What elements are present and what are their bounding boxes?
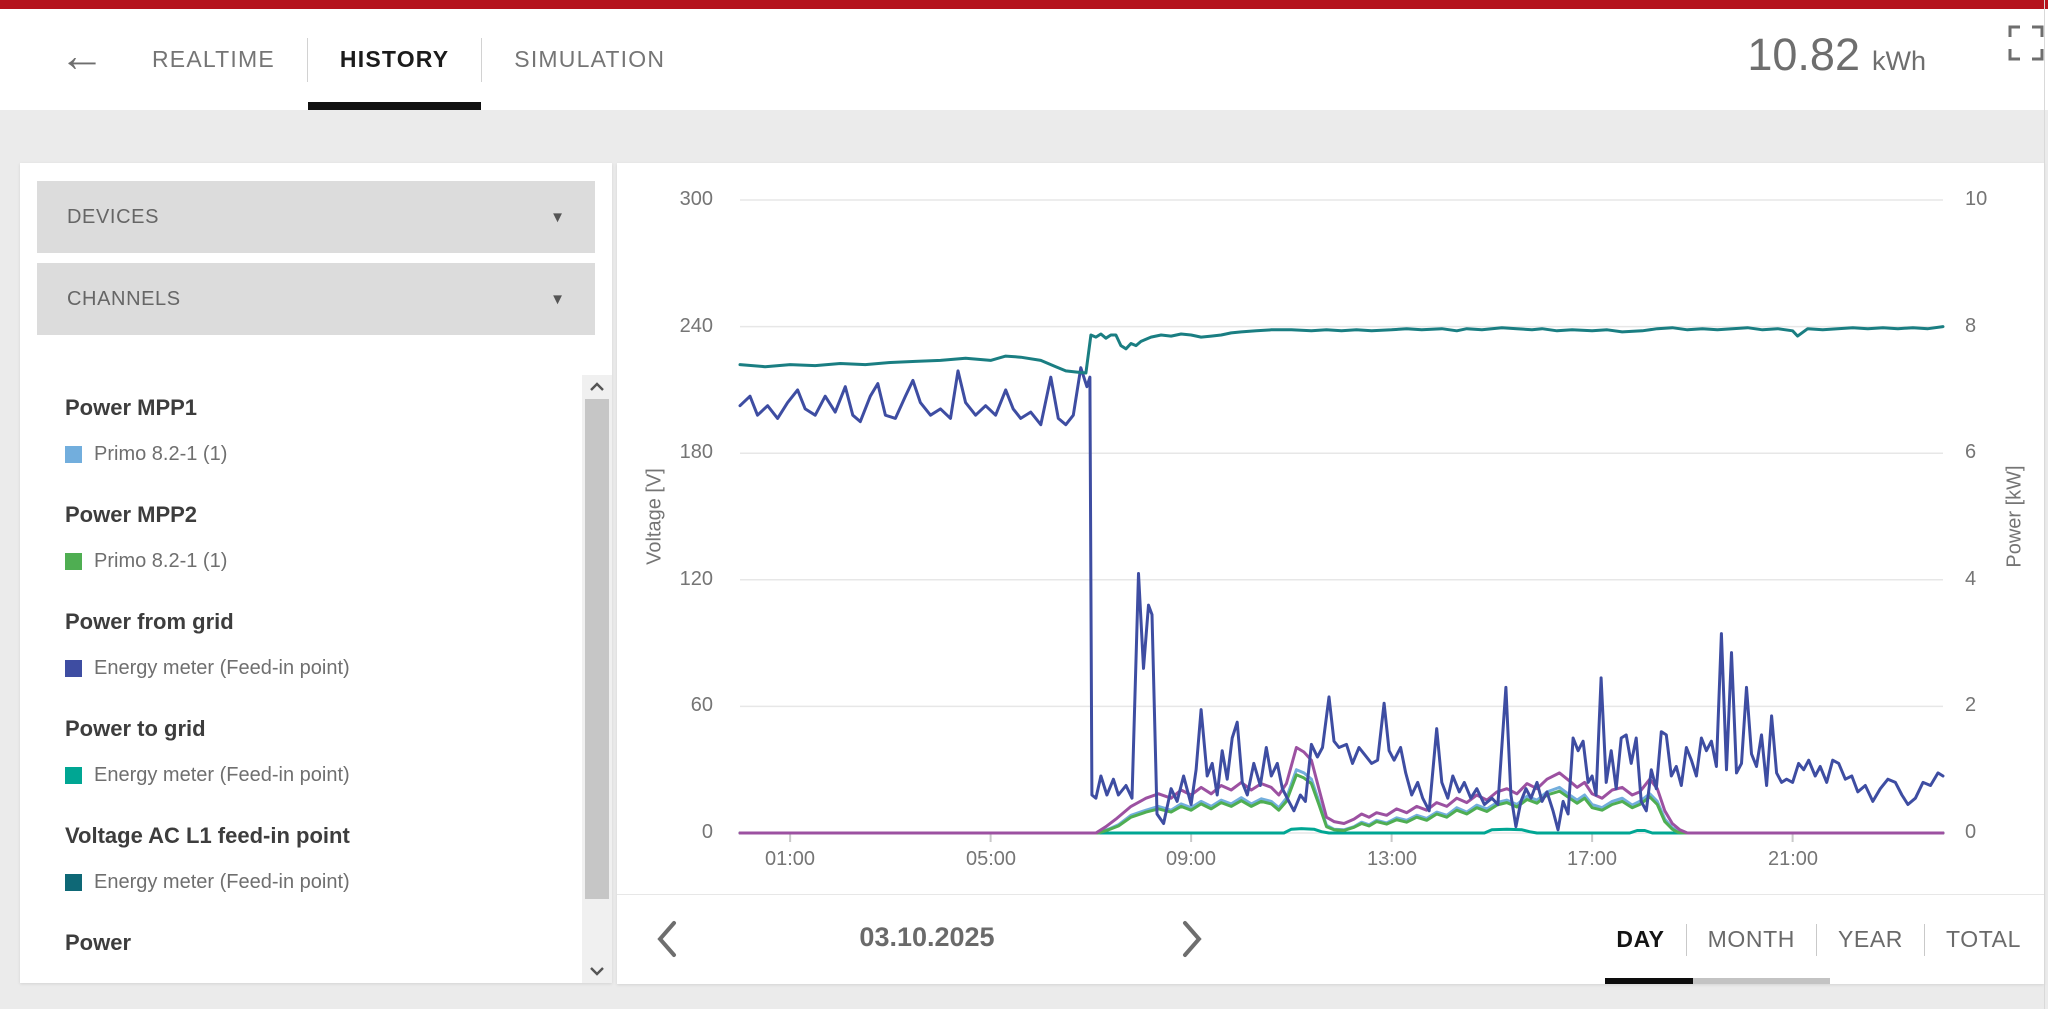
period-divider — [1685, 923, 1687, 956]
y-axis-right-tick: 0 — [1965, 821, 1977, 843]
legend-device-name: Energy meter (Feed-in point) — [94, 763, 350, 786]
y-axis-right-title: Power [kW] — [2003, 465, 2026, 568]
series-color-swatch — [65, 659, 82, 677]
tab-history-label: HISTORY — [339, 46, 450, 72]
period-month[interactable]: MONTH — [1707, 926, 1795, 952]
legend-device-name: Primo 8.2-1 (1) — [94, 442, 228, 465]
legend-device-name: Primo 8.2-1 (1) — [94, 549, 228, 572]
legend-group-power-to-grid: Power to grid Energy meter (Feed-in poin… — [65, 716, 552, 788]
series-color-swatch — [65, 552, 82, 570]
channels-dropdown-label: CHANNELS — [67, 287, 181, 310]
legend-device-name: Energy meter (Feed-in point) — [94, 870, 350, 893]
legend-device-item[interactable]: Energy meter (Feed-in point) — [65, 655, 552, 681]
legend-channel-name: Power MPP1 — [65, 395, 198, 420]
tab-simulation-label: SIMULATION — [514, 46, 666, 72]
legend-group-power-from-grid: Power from grid Energy meter (Feed-in po… — [65, 609, 552, 681]
channel-legend: Power MPP1 Primo 8.2-1 (1) Power MPP2 Pr… — [65, 395, 552, 983]
date-navigation-bar: 03.10.2025 DAY MONTH YEAR TOTAL — [617, 894, 2044, 984]
legend-channel-name: Voltage AC L1 feed-in point — [65, 823, 350, 848]
view-tabs: REALTIME HISTORY SIMULATION — [120, 9, 697, 110]
back-arrow-icon[interactable]: ← — [52, 24, 112, 86]
legend-group-power: Power — [65, 930, 552, 956]
series-color-swatch — [65, 873, 82, 891]
energy-unit: kWh — [1872, 45, 1926, 76]
legend-group-voltage-ac-l1: Voltage AC L1 feed-in point Energy meter… — [65, 823, 552, 895]
active-tab-underline — [307, 102, 482, 110]
sidebar-scrollbar[interactable] — [582, 375, 612, 983]
series-color-swatch — [65, 766, 82, 784]
period-year[interactable]: YEAR — [1837, 926, 1903, 952]
tab-history[interactable]: HISTORY — [307, 9, 482, 110]
y-axis-left-tick: 240 — [679, 315, 713, 337]
x-axis-tick-label: 21:00 — [1767, 848, 1819, 870]
legend-channel-name: Power from grid — [65, 609, 234, 634]
period-tabs-scrollbar[interactable] — [1605, 978, 1830, 984]
legend-group-power-mpp1: Power MPP1 Primo 8.2-1 (1) — [65, 395, 552, 467]
period-day[interactable]: DAY — [1616, 926, 1665, 952]
period-divider — [1924, 923, 1925, 956]
brand-red-bar — [0, 0, 2048, 9]
x-axis-tick-label: 17:00 — [1566, 848, 1618, 870]
legend-device-item[interactable]: Energy meter (Feed-in point) — [65, 762, 552, 788]
tab-realtime[interactable]: REALTIME — [120, 9, 307, 110]
viewport-edge-line — [2044, 0, 2045, 1009]
legend-channel-name: Power to grid — [65, 716, 206, 741]
y-axis-left-title: Voltage [V] — [643, 468, 666, 565]
previous-day-chevron-icon[interactable] — [647, 919, 687, 961]
period-total[interactable]: TOTAL — [1946, 926, 2021, 952]
top-bar: ← REALTIME HISTORY SIMULATION 10.82 kWh — [0, 0, 2048, 110]
scrollbar-thumb[interactable] — [585, 399, 609, 899]
devices-dropdown-label: DEVICES — [67, 205, 160, 228]
scroll-down-icon[interactable] — [582, 961, 612, 981]
y-axis-left-tick: 300 — [679, 188, 713, 210]
period-tabs-scrollbar-thumb[interactable] — [1605, 978, 1693, 984]
legend-device-name: Energy meter (Feed-in point) — [94, 656, 350, 679]
y-axis-right-tick: 2 — [1965, 694, 1977, 716]
tab-divider — [306, 37, 308, 82]
legend-channel-name: Power MPP2 — [65, 502, 198, 527]
history-chart-card: Voltage [V] Power [kW] 300 240 180 120 6… — [617, 163, 2044, 984]
legend-device-item[interactable]: Primo 8.2-1 (1) — [65, 441, 552, 467]
channel-sidebar: DEVICES ▼ CHANNELS ▼ Power MPP1 Primo 8.… — [20, 163, 612, 983]
chevron-down-icon: ▼ — [550, 290, 565, 308]
x-axis-tick-label: 09:00 — [1165, 848, 1217, 870]
history-line-chart[interactable] — [738, 199, 1945, 842]
next-day-chevron-icon[interactable] — [1172, 919, 1212, 961]
selected-date: 03.10.2025 — [859, 922, 995, 952]
chevron-down-icon: ▼ — [550, 208, 565, 226]
y-axis-left-tick: 0 — [701, 821, 713, 843]
legend-group-power-mpp2: Power MPP2 Primo 8.2-1 (1) — [65, 502, 552, 574]
legend-device-item[interactable]: Primo 8.2-1 (1) — [65, 548, 552, 574]
y-axis-right-tick: 4 — [1965, 568, 1977, 590]
channels-dropdown[interactable]: CHANNELS ▼ — [37, 263, 595, 335]
energy-value: 10.82 — [1747, 29, 1860, 80]
x-axis-tick-label: 05:00 — [965, 848, 1017, 870]
y-axis-right-tick: 8 — [1965, 315, 1977, 337]
tab-realtime-label: REALTIME — [152, 46, 275, 72]
series-color-swatch — [65, 445, 82, 463]
y-axis-left-tick: 120 — [679, 568, 713, 590]
x-axis-tick-label: 01:00 — [764, 848, 816, 870]
tab-divider — [481, 37, 483, 82]
legend-channel-name: Power — [65, 930, 132, 955]
tab-simulation[interactable]: SIMULATION — [482, 9, 697, 110]
y-axis-right-tick: 6 — [1965, 441, 1977, 463]
devices-dropdown[interactable]: DEVICES ▼ — [37, 181, 595, 253]
period-divider — [1815, 923, 1817, 956]
x-axis-tick-label: 13:00 — [1366, 848, 1418, 870]
energy-total-readout: 10.82 kWh — [1747, 9, 1926, 101]
y-axis-right-tick: 10 — [1965, 188, 1988, 210]
legend-device-item[interactable]: Energy meter (Feed-in point) — [65, 869, 552, 895]
scroll-up-icon[interactable] — [582, 377, 612, 397]
fullscreen-icon[interactable] — [2004, 22, 2048, 66]
y-axis-left-tick: 180 — [679, 441, 713, 463]
y-axis-left-tick: 60 — [690, 694, 713, 716]
period-tabs: DAY MONTH YEAR TOTAL — [1595, 895, 2042, 984]
